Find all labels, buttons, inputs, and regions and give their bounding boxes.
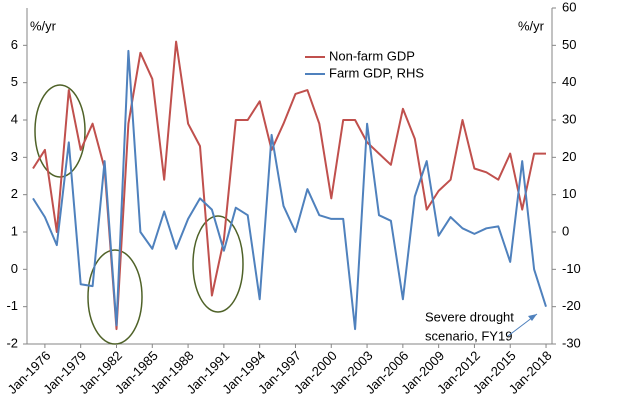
y-tick-label: 3 bbox=[11, 149, 18, 164]
y-tick-label: -1 bbox=[6, 298, 18, 313]
y-axis-label: %/yr bbox=[30, 18, 57, 33]
y-tick-label: 4 bbox=[11, 111, 18, 126]
annotation: Severe drought bbox=[425, 309, 514, 324]
highlight-circle bbox=[87, 249, 143, 345]
y2-tick-label: 10 bbox=[562, 186, 576, 201]
highlight-circle bbox=[192, 215, 244, 313]
legend-label: Farm GDP, RHS bbox=[329, 65, 424, 80]
y-tick-label: 1 bbox=[11, 223, 18, 238]
y2-tick-label: -30 bbox=[562, 335, 581, 350]
y2-tick-label: 40 bbox=[562, 74, 576, 89]
legend-label: Non-farm GDP bbox=[329, 48, 415, 63]
y2-axis-label: %/yr bbox=[518, 18, 545, 33]
y-tick-label: -2 bbox=[6, 335, 18, 350]
y2-tick-label: 20 bbox=[562, 149, 576, 164]
y2-tick-label: 60 bbox=[562, 0, 576, 14]
y2-tick-label: -20 bbox=[562, 298, 581, 313]
y-tick-label: 0 bbox=[11, 261, 18, 276]
annotation: scenario, FY19 bbox=[425, 328, 512, 343]
y-tick-label: 5 bbox=[11, 74, 18, 89]
y2-tick-label: 0 bbox=[562, 223, 569, 238]
y-tick-label: 6 bbox=[11, 37, 18, 52]
highlight-circle bbox=[34, 84, 86, 178]
y2-tick-label: 50 bbox=[562, 37, 576, 52]
y2-tick-label: 30 bbox=[562, 111, 576, 126]
annotation-arrowhead bbox=[528, 314, 537, 321]
series-line bbox=[32, 40, 546, 331]
series-line bbox=[32, 49, 547, 331]
y2-tick-label: -10 bbox=[562, 261, 581, 276]
y-tick-label: 2 bbox=[11, 186, 18, 201]
